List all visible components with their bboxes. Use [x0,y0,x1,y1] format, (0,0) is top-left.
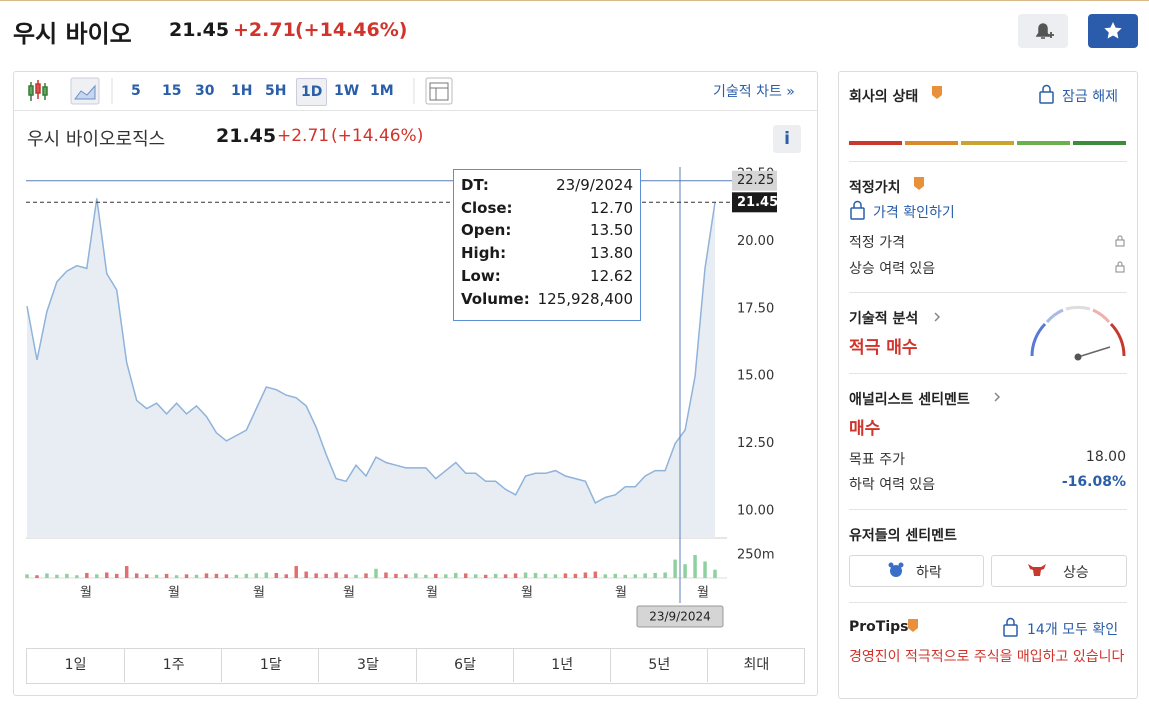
tooltip-label: Open: [461,221,512,240]
separator [849,602,1127,603]
separator [849,509,1127,510]
stock-name: 우시 바이오 [13,20,132,48]
analyst-row-label: 목표 주가 [849,452,905,468]
tooltip-value: 12.62 [590,266,633,285]
watchlist-button[interactable] [1088,14,1138,48]
interval-button[interactable]: 1D [296,78,328,106]
protip-text: 경영진이 적극적으로 주식을 매입하고 있습니다 [849,649,1125,665]
header-price: 21.45 [169,19,230,41]
interval-button[interactable]: 5 [131,83,141,99]
tooltip-label: High: [461,244,507,263]
header-change: +2.71 [233,19,296,41]
chart-price: 21.45 [216,125,277,147]
fair-value-row: 상승 여력 있음 [849,261,936,277]
tooltip: DT: 23/9/2024 Close: 12.70 Open: 13.50 High: 13… [453,169,641,321]
analyst-row-value: -16.08% [1061,474,1126,490]
analyst-row-value: 18.00 [1085,449,1126,465]
analyst-row-label: 하락 여력 있음 [849,477,936,493]
fair-value-row: 적정 가격 [849,235,905,251]
separator [849,292,1127,293]
separator [849,373,1127,374]
chart-change-pct: (+14.46%) [331,126,424,146]
chart-title: 우시 바이오로직스 [27,129,166,150]
range-button[interactable]: 1년 [512,648,611,682]
tooltip-value: 23/9/2024 [556,176,633,194]
tooltip-label: Low: [461,266,501,285]
sidebar [838,71,1138,699]
protips-title: ProTips [849,619,909,635]
interval-button[interactable]: 5H [265,83,287,99]
users-title: 유저들의 센티멘트 [849,528,957,544]
chart-panel [13,71,818,696]
check-price-link[interactable]: 가격 확인하기 [873,205,955,221]
watermark-suffix: .com [178,498,225,520]
technical-chart-link[interactable]: 기술적 차트 » [713,84,795,100]
bear-label: 하락 [916,565,942,581]
header-change-pct: (+14.46%) [295,19,408,41]
tooltip-label: Close: [461,198,513,217]
range-button[interactable]: 1주 [124,648,222,682]
technical-verdict: 적극 매수 [849,338,918,358]
info-button[interactable]: i [773,125,801,153]
alert-button[interactable] [1018,14,1068,48]
alert-icon [1035,23,1054,39]
range-button[interactable]: 1일 [64,657,87,673]
range-button[interactable]: 최대 [706,648,805,682]
analyst-verdict: 매수 [849,419,881,439]
tooltip-value: 13.80 [590,244,633,263]
tooltip-value: 12.70 [590,198,633,217]
top-border [0,0,1149,1]
tooltip-value: 125,928,400 [537,289,633,308]
toolbar-divider [14,110,817,111]
protips-link[interactable]: 14개 모두 확인 [1027,622,1119,638]
tooltip-label: DT: [461,176,489,194]
interval-button[interactable]: 1M [370,83,394,99]
analyst-title: 애널리스트 센티멘트 [849,392,970,408]
range-button[interactable]: 6달 [415,648,514,682]
bull-button[interactable] [991,555,1127,587]
interval-button[interactable]: 30 [195,83,215,99]
tooltip-value: 13.50 [590,221,633,240]
company-health-title: 회사의 상태 [849,89,919,105]
chart-change: +2.71 [277,126,330,146]
unlock-link[interactable]: 잠금 해제 [1062,89,1118,105]
fair-value-title: 적정가치 [849,180,901,196]
bear-button[interactable] [849,555,984,587]
interval-button[interactable]: 1W [334,83,360,99]
range-button[interactable]: 1달 [221,648,319,682]
interval-button[interactable]: 1H [231,83,253,99]
separator [849,161,1127,162]
star-icon [1104,22,1122,39]
interval-button[interactable]: 15 [162,83,182,99]
tooltip-label: Volume: [461,289,530,308]
watermark-brand: Investing [45,490,198,524]
range-button[interactable]: 5년 [609,648,708,682]
bull-label: 상승 [1063,565,1089,581]
technical-title: 기술적 분석 [849,311,919,327]
range-button[interactable]: 3달 [318,648,416,682]
